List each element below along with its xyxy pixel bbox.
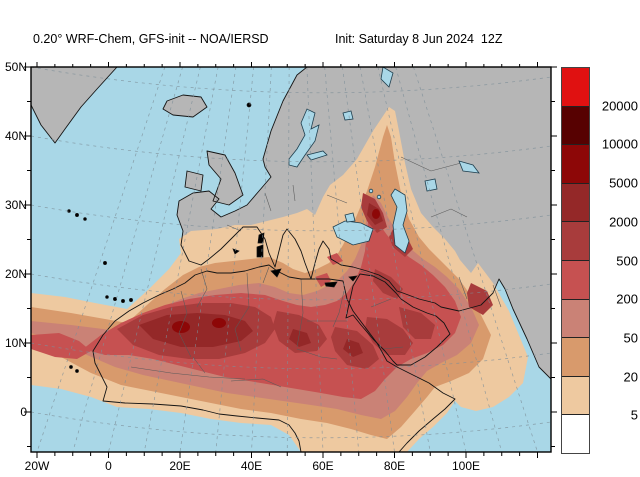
colorbar-tick-label: 50 (623, 330, 638, 346)
sea-of-azov (344, 212, 356, 223)
lon-axis-label: 40E (240, 459, 263, 473)
aral-sea (424, 178, 438, 192)
colorbar-tick-label: 500 (616, 253, 638, 268)
dust-concentration-layers (31, 107, 528, 452)
init-time: Init: Saturday 8 Jun 2024 12Z (335, 32, 503, 46)
colorbar-tick-label: 10000 (601, 136, 638, 152)
lat-axis-label: 30N (4, 198, 27, 212)
lake-balkhash (458, 160, 480, 174)
baltic-sea (288, 108, 320, 168)
colorbar-cell (562, 375, 589, 415)
lake-ladoga (342, 110, 354, 121)
dust-map (24, 62, 557, 458)
colorbar-cell (562, 298, 589, 338)
lon-axis-label: 100E (451, 459, 481, 473)
dust-contour-2000-chad (289, 329, 311, 347)
dust-contour-200-balkans (315, 273, 331, 287)
lat-axis-label: 40N (4, 129, 27, 143)
lat-axis-label: 50N (4, 60, 27, 74)
colorbar-tick-label: 5000 (609, 175, 638, 191)
colorbar (561, 67, 590, 454)
lon-axis-label: 60E (312, 459, 334, 473)
lon-axis-label: 80E (383, 459, 406, 473)
colorbar-cell (562, 105, 589, 145)
inland-seas (288, 67, 480, 254)
dust-contour-5000-caucasus (372, 209, 380, 219)
colorbar-cell (562, 337, 589, 376)
lon-axis-label: 20W (24, 459, 50, 473)
white-sea (380, 67, 394, 88)
lat-axis-label: 20N (4, 267, 27, 281)
lake-urmia (376, 194, 382, 200)
dust-contour-200-atlantic (31, 333, 91, 359)
dust-contour-200-romania (327, 253, 343, 265)
colorbar-tick-label: 5 (630, 407, 638, 423)
colorbar-cell (562, 144, 589, 183)
colorbar-cell (562, 414, 589, 453)
lon-axis-label: 0 (105, 459, 112, 473)
lake-van (368, 188, 374, 194)
graticule-grid (31, 67, 551, 452)
lat-axis-label: 10N (4, 336, 27, 350)
colorbar-tick-label: 200 (616, 291, 638, 307)
colorbar-cell (562, 259, 589, 299)
country-borders (130, 156, 502, 388)
gulf-of-finland (306, 150, 328, 161)
lat-axis-label: 0 (20, 405, 27, 419)
model-title: 0.20° WRF-Chem, GFS-init -- NOA/IERSD (33, 32, 269, 46)
colorbar-tick-label: 20 (623, 369, 638, 385)
colorbar-cell (562, 221, 589, 260)
colorbar-cell (562, 182, 589, 222)
caspian-sea (390, 188, 410, 254)
dust-contour-500-redsea (365, 317, 413, 355)
dust-contour-5000-mali-2 (212, 318, 226, 328)
colorbar-tick-label: 20000 (601, 98, 638, 114)
dust-contour-5000-mali-1 (172, 321, 190, 333)
dust-contour-500-mesopotamia (373, 269, 403, 299)
lon-axis-label: 20E (169, 459, 191, 473)
colorbar-tick-label: 2000 (609, 214, 638, 230)
map-frame (30, 66, 552, 453)
colorbar-cell (562, 68, 589, 106)
dust-contour-2000-sudan (343, 339, 363, 357)
